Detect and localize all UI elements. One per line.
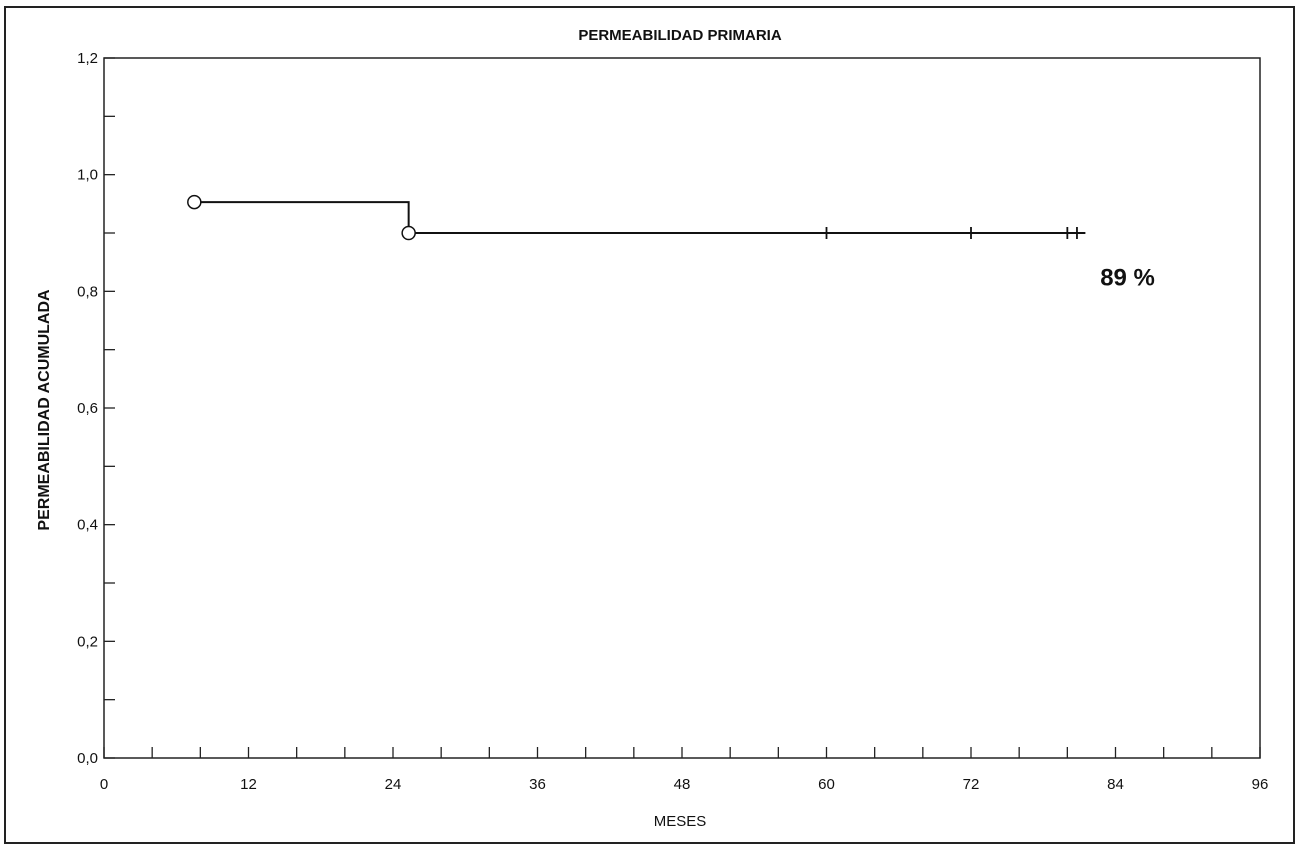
y-axis-label: PERMEABILIDAD ACUMULADA (36, 289, 53, 531)
x-tick-label: 72 (963, 776, 980, 793)
x-tick-label: 96 (1252, 776, 1269, 793)
y-tick-label: 0,6 (77, 400, 98, 417)
x-tick-label: 36 (529, 776, 546, 793)
y-tick-label: 0,8 (77, 283, 98, 300)
y-tick-label: 0,2 (77, 633, 98, 650)
x-tick-label: 0 (100, 776, 108, 793)
annotations: 89 % (1100, 265, 1155, 292)
x-tick-label: 48 (674, 776, 691, 793)
x-tick-label: 84 (1107, 776, 1124, 793)
x-tick-label: 24 (385, 776, 402, 793)
y-tick-label: 0,4 (77, 517, 98, 534)
x-tick-label: 60 (818, 776, 835, 793)
tick-labels: 0 12 24 36 48 60 72 84 96 0,0 0,2 0,4 0,6 0,8 1,0 1,2 (77, 50, 1268, 793)
y-tick-label: 0,0 (77, 750, 98, 767)
event-marker (401, 225, 416, 241)
y-tick-label: 1,2 (77, 50, 98, 67)
axis-ticks (103, 57, 1261, 759)
x-tick-label: 12 (240, 776, 257, 793)
x-axis-label: MESES (654, 813, 707, 830)
event-marker (187, 194, 202, 210)
plot-area (103, 57, 1261, 759)
chart-title: PERMEABILIDAD PRIMARIA (578, 27, 782, 44)
survival-series (187, 194, 1086, 241)
survival-curve (194, 201, 1086, 234)
y-tick-label: 1,0 (77, 167, 98, 184)
annotation-label: 89 % (1100, 265, 1155, 292)
chart-frame (4, 6, 1295, 844)
